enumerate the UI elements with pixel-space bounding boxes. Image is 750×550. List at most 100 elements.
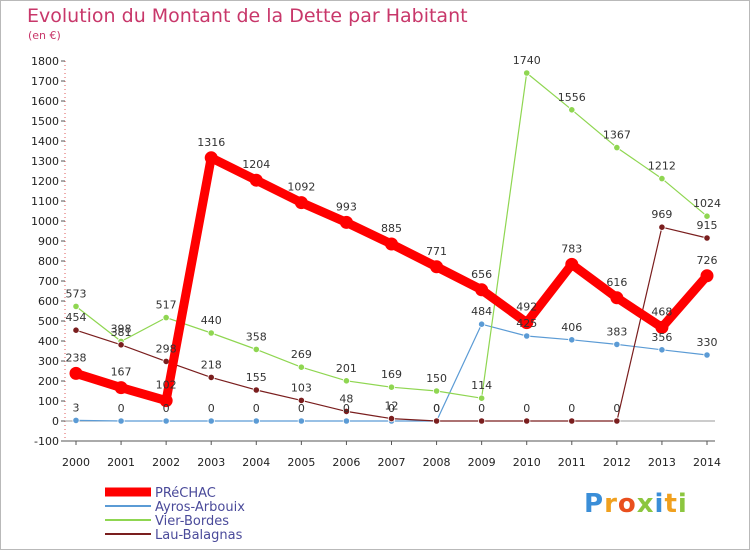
data-point: [162, 357, 170, 365]
data-point: [162, 417, 170, 425]
y-tick-label: 800: [38, 255, 59, 268]
x-tick-label: 2012: [603, 456, 631, 469]
data-point: [568, 336, 576, 344]
data-point: [430, 260, 444, 274]
data-point: [658, 346, 666, 354]
data-label: 468: [651, 305, 672, 318]
x-tick-label: 2004: [242, 456, 270, 469]
data-point: [387, 383, 396, 391]
data-point: [297, 417, 305, 425]
data-label: 114: [471, 379, 492, 392]
data-label: 0: [298, 402, 305, 415]
data-point: [249, 173, 263, 187]
data-point: [658, 223, 666, 231]
data-label: 771: [426, 245, 447, 258]
chart-subtitle: (en €): [28, 29, 61, 42]
data-point: [523, 69, 531, 77]
data-point: [72, 302, 80, 310]
logo-letter: r: [604, 489, 618, 519]
data-point: [252, 386, 260, 394]
data-label: 1092: [287, 181, 315, 194]
y-tick-label: 1200: [31, 175, 59, 188]
legend-entry: Ayros-Arbouix: [155, 500, 245, 515]
data-label: 169: [381, 368, 402, 381]
data-label: 0: [253, 402, 260, 415]
y-tick-label: 0: [52, 415, 59, 428]
legend-entry: PRéCHAC: [155, 486, 216, 501]
data-point: [432, 387, 441, 395]
data-point: [159, 394, 173, 408]
legend-entry: Vier-Bordes: [155, 514, 229, 529]
data-label: 398: [111, 322, 132, 335]
chart-data-labels: 3 0 0 0 0 0 0 0 0 484 425 406 383 356 330 573 398 517 440 3…: [66, 54, 722, 415]
data-label: 218: [201, 358, 222, 371]
data-label: 783: [561, 242, 582, 255]
x-tick-label: 2009: [468, 456, 496, 469]
data-label: 0: [433, 402, 440, 415]
data-point: [69, 366, 83, 380]
x-tick-label: 2000: [62, 456, 90, 469]
data-point: [703, 212, 711, 220]
data-label: 201: [336, 362, 357, 375]
y-tick-label: 400: [38, 335, 59, 348]
data-label: 993: [336, 200, 357, 213]
data-point: [114, 381, 128, 395]
data-point: [610, 291, 624, 305]
data-point: [207, 329, 215, 337]
data-label: 0: [343, 402, 350, 415]
data-point: [297, 396, 305, 404]
data-point: [658, 175, 666, 183]
data-label: 517: [156, 299, 177, 312]
chart-title: Evolution du Montant de la Dette par Hab…: [27, 5, 468, 27]
y-tick-label: 300: [38, 355, 59, 368]
data-label: 885: [381, 222, 402, 235]
y-tick-label: 1800: [31, 55, 59, 68]
logo-letter: i: [677, 489, 688, 519]
data-point: [523, 332, 531, 340]
x-tick-label: 2006: [332, 456, 360, 469]
data-label: 0: [433, 402, 440, 415]
data-point: [297, 363, 305, 371]
data-point: [207, 373, 215, 381]
data-label: 48: [339, 392, 353, 405]
x-tick-label: 2010: [513, 456, 541, 469]
chart-legend: PRéCHACAyros-ArbouixVier-BordesLau-Balag…: [105, 486, 245, 543]
data-label: 1556: [558, 91, 586, 104]
y-tick-label: 1700: [31, 75, 59, 88]
data-label: 356: [651, 331, 672, 344]
y-tick-label: 700: [38, 275, 59, 288]
data-point: [342, 417, 351, 425]
chart-series: [69, 69, 714, 425]
data-label: 330: [697, 336, 718, 349]
data-point: [703, 234, 711, 242]
data-label: 3: [73, 401, 80, 414]
logo-letter: P: [584, 489, 605, 519]
data-label: 0: [118, 402, 125, 415]
data-label: 1212: [648, 160, 676, 173]
data-label: 484: [471, 305, 492, 318]
y-tick-label: 600: [38, 295, 59, 308]
data-point: [385, 237, 398, 251]
data-label: 238: [66, 351, 87, 364]
logo-letter: x: [636, 489, 655, 519]
data-label: 298: [156, 342, 177, 355]
data-label: 425: [516, 317, 537, 330]
y-tick-label: 1300: [31, 155, 59, 168]
x-tick-label: 2003: [197, 456, 225, 469]
data-label: 406: [561, 321, 582, 334]
logo-letter: i: [654, 489, 665, 519]
data-point: [162, 313, 170, 322]
data-point: [72, 416, 80, 424]
x-tick-label: 2005: [287, 456, 315, 469]
x-tick-label: 2013: [648, 456, 676, 469]
data-label: 0: [568, 402, 575, 415]
data-point: [342, 377, 351, 385]
data-label: 726: [697, 254, 718, 267]
x-tick-label: 2002: [152, 456, 180, 469]
data-label: 269: [291, 348, 312, 361]
data-label: 440: [201, 314, 222, 327]
y-tick-label: 100: [38, 395, 59, 408]
data-label: 616: [606, 276, 627, 289]
data-point: [520, 316, 534, 330]
